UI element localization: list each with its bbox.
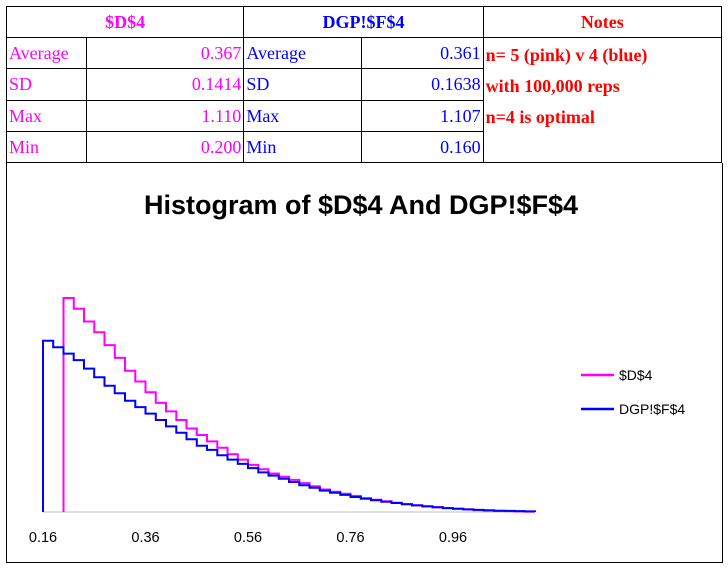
legend-label: $D$4	[619, 367, 653, 383]
stat-label: Average	[5, 37, 88, 70]
stat-label: Max	[5, 99, 88, 132]
stat-label: Min	[5, 130, 88, 164]
stat-label: Min	[243, 130, 363, 164]
stats-table: $D$4 DGP!$F$4 Notes Average 0.367 Averag…	[5, 5, 723, 164]
chart-area	[6, 163, 723, 563]
chart-title: Histogram of $D$4 And DGP!$F$4	[144, 190, 578, 220]
notes-cell: n= 5 (pink) v 4 (blue) with 100,000 reps…	[482, 37, 723, 163]
x-tick-label: 0.16	[29, 530, 57, 546]
stat-value: 1.107	[361, 99, 484, 132]
x-tick-label: 0.56	[234, 530, 262, 546]
stat-value: 0.160	[361, 130, 484, 164]
x-tick-label: 0.36	[131, 530, 159, 546]
note-line: n=4 is optimal	[485, 107, 595, 128]
series-line-1	[42, 339, 536, 513]
header-dgp-f4: DGP!$F$4	[243, 5, 484, 39]
x-tick-label: 0.96	[439, 530, 467, 546]
header-d4: $D$4	[5, 5, 245, 39]
note-line: with 100,000 reps	[485, 76, 620, 97]
header-notes: Notes	[482, 5, 723, 39]
stat-value: 0.361	[361, 37, 484, 70]
legend-label: DGP!$F$4	[619, 401, 685, 417]
series-line-0	[62, 297, 536, 513]
x-tick-label: 0.76	[336, 530, 364, 546]
note-line: n= 5 (pink) v 4 (blue)	[485, 45, 648, 66]
stat-value: 0.1414	[86, 68, 245, 101]
stat-value: 0.200	[86, 130, 245, 164]
